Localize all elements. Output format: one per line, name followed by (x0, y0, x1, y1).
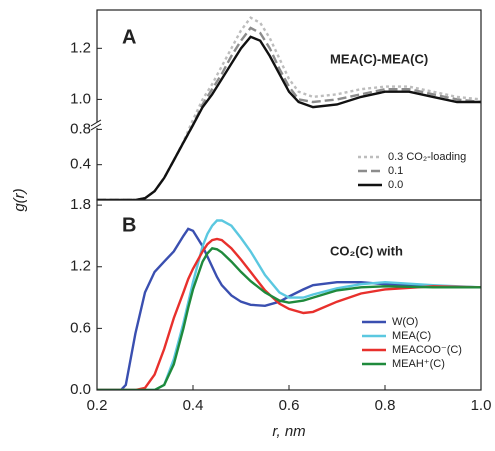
x-tick-label: 0.4 (183, 397, 204, 414)
legend-label: 0.3 CO₂-loading (388, 151, 466, 163)
legend-label: 0.0 (388, 179, 403, 191)
annotation: CO₂(C) with (330, 243, 403, 258)
data-line (97, 35, 481, 200)
y-tick-label: 0.8 (70, 120, 91, 137)
x-axis-label: r, nm (272, 423, 305, 440)
data-line (97, 16, 481, 200)
y-tick-label: 0.0 (70, 381, 91, 398)
y-tick-label: 1.0 (70, 90, 91, 107)
x-tick-label: 0.6 (279, 397, 300, 414)
y-tick-label: 1.2 (70, 258, 91, 275)
y-tick-label: 0.4 (70, 156, 91, 173)
legend-label: MEAH⁺(C) (392, 358, 445, 370)
y-tick-label: 1.8 (70, 196, 91, 213)
data-line (97, 219, 481, 390)
axis-break (90, 119, 102, 127)
axis-break-gap (91, 121, 103, 128)
legend-label: MEACOO⁻(C) (392, 344, 462, 356)
y-tick-label: 0.6 (70, 319, 91, 336)
legend-label: MEA(C) (392, 330, 431, 342)
legend-label: 0.1 (388, 165, 403, 177)
data-line (97, 237, 481, 390)
annotation: MEA(C)-MEA(C) (330, 51, 428, 66)
x-tick-label: 0.8 (375, 397, 396, 414)
panel-label: B (122, 214, 136, 236)
axis-break (90, 123, 102, 131)
panel-label: A (122, 26, 136, 48)
y-tick-label: 1.2 (70, 39, 91, 56)
legend-label: W(O) (392, 316, 418, 328)
y-axis-label: g(r) (11, 188, 28, 211)
data-line (97, 246, 481, 390)
x-tick-label: 0.2 (87, 397, 108, 414)
x-tick-label: 1.0 (471, 397, 492, 414)
plot-frame (96, 9, 482, 201)
data-line (97, 227, 481, 390)
